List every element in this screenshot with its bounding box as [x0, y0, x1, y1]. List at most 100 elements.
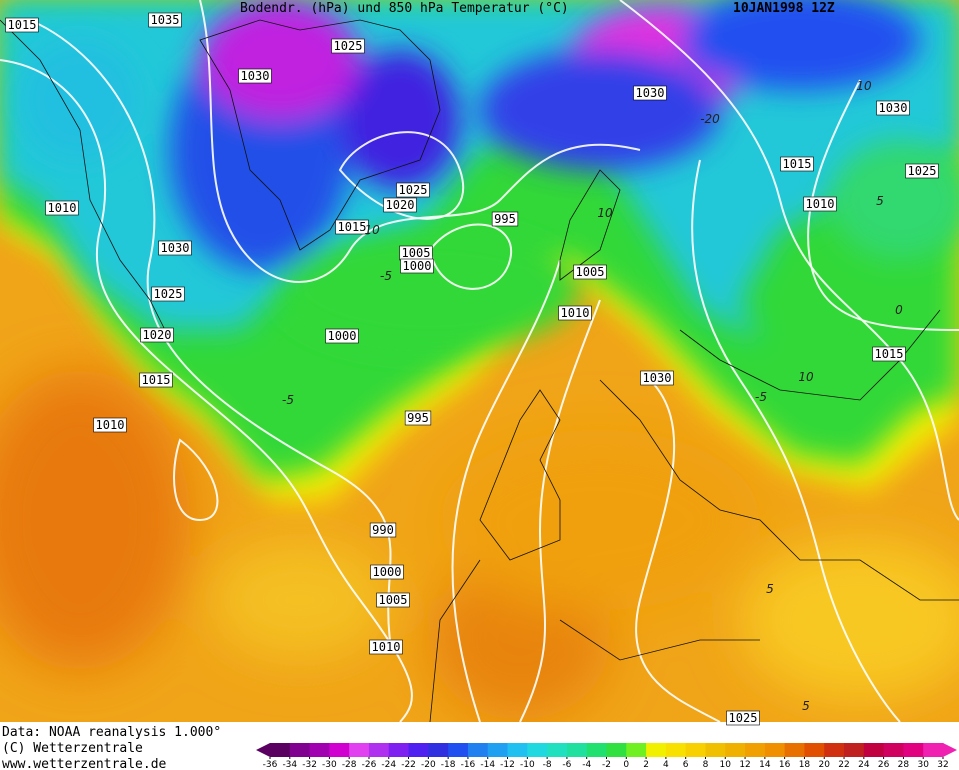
isobar-label-box — [376, 592, 410, 608]
colorbar-arrow-left — [256, 743, 270, 757]
colorbar-swatch — [487, 743, 509, 757]
isobar-label: 1015 — [783, 157, 812, 171]
colorbar-tick-label: 32 — [937, 760, 948, 770]
colorbar-swatch — [804, 743, 825, 757]
isobar-label: 1015 — [142, 373, 171, 387]
isobar-label: 1010 — [561, 306, 590, 320]
colorbar-tick-label: -8 — [543, 760, 552, 770]
isobar-label: 1035 — [151, 13, 180, 27]
isobar-label-box — [238, 68, 272, 84]
isobar-label-box — [335, 219, 369, 235]
isobar-label: 995 — [407, 411, 429, 425]
isobar-label: 1000 — [403, 259, 432, 273]
colorbar-tick-label: -32 — [302, 760, 317, 770]
isobar-label: 990 — [372, 523, 394, 537]
colorbar-swatch — [725, 743, 746, 757]
isobar-label-box — [158, 240, 192, 256]
isobar-label: 1000 — [373, 565, 402, 579]
isobar-label: 1005 — [379, 593, 408, 607]
isotherm-label: 5 — [766, 582, 774, 596]
colorbar: -36 -34 -32 -30 -28 -26 -24 -22 -20 -18 -16 -14 -12-… — [256, 743, 957, 770]
colorbar-swatch — [368, 743, 390, 757]
colorbar-tick-label: 10 — [720, 760, 732, 770]
colorbar-tick-label: -30 — [322, 760, 337, 770]
colorbar-swatch — [844, 743, 865, 757]
isobar-label-box — [872, 346, 906, 362]
colorbar-swatch — [923, 743, 944, 757]
colorbar-swatch — [764, 743, 786, 757]
isotherm-label: -5 — [282, 393, 294, 407]
isobar-label: 1010 — [96, 418, 125, 432]
colorbar-tick-label: 16 — [779, 760, 791, 770]
isobar-label: 1025 — [729, 711, 758, 725]
isobar-label-box — [803, 196, 837, 212]
map-date: 10JAN1998 12Z — [733, 1, 835, 16]
isobar-label-box — [400, 258, 434, 274]
isobar-label: 1005 — [576, 265, 605, 279]
isobar-label-box — [369, 522, 397, 538]
isobar-label-box — [140, 327, 174, 343]
isobar-label-box — [93, 417, 127, 433]
isobar-label-box — [148, 12, 182, 28]
isobar-label-box — [383, 197, 417, 213]
colorbar-tick-label: 6 — [683, 760, 689, 770]
isobar-label-box — [633, 85, 667, 101]
isobar-label: 1030 — [161, 241, 190, 255]
colorbar-tick-label: -6 — [562, 760, 571, 770]
colorbar-tick-label: 20 — [819, 760, 831, 770]
colorbar-swatch — [883, 743, 904, 757]
colorbar-swatch — [408, 743, 429, 757]
colorbar-swatch — [270, 743, 291, 757]
colorbar-swatch — [547, 743, 568, 757]
isobar-label-box — [151, 286, 185, 302]
isobar-label-box — [369, 639, 403, 655]
colorbar-tick-label: -28 — [342, 760, 357, 770]
isotherm-label: 10 — [798, 370, 814, 384]
isotherm-label: -5 — [380, 269, 392, 283]
colorbar-tick-label: -26 — [362, 760, 377, 770]
colorbar-swatch — [289, 743, 311, 757]
colorbar-tick-label: -10 — [520, 760, 535, 770]
colorbar-tick-label: 24 — [858, 760, 870, 770]
colorbar-swatch — [586, 743, 607, 757]
colorbar-swatch — [309, 743, 330, 757]
isobar-label: 1030 — [643, 371, 672, 385]
isobar-label: 1000 — [328, 329, 357, 343]
isobar-label-box — [325, 328, 359, 344]
isobar-label: 1025 — [908, 164, 937, 178]
colorbar-swatch — [507, 743, 528, 757]
isotherm-label: 10 — [856, 79, 872, 93]
colorbar-tick-label: -14 — [480, 760, 495, 770]
isotherm-label: 0 — [895, 303, 903, 317]
isobar-label-box — [573, 264, 607, 280]
colorbar-swatch — [467, 743, 489, 757]
colorbar-tick-label: 22 — [838, 760, 849, 770]
isobar-label: 1020 — [386, 198, 415, 212]
isobar-label: 1015 — [338, 220, 367, 234]
colorbar-swatch — [626, 743, 647, 757]
isobar-label: 1005 — [402, 246, 431, 260]
colorbar-swatch — [824, 743, 845, 757]
colorbar-tick-label: -2 — [602, 760, 611, 770]
colorbar-swatch — [428, 743, 449, 757]
isobar-label-box — [640, 370, 674, 386]
isobar-label-box — [139, 372, 173, 388]
isobar-label-box — [404, 410, 432, 426]
isotherm-label: 5 — [876, 194, 884, 208]
footer-url: www.wetterzentrale.de — [2, 757, 167, 770]
colorbar-swatch — [685, 743, 706, 757]
isotherm-label: -20 — [700, 112, 720, 126]
isobar-label: 1010 — [372, 640, 401, 654]
colorbar-tick-label: 18 — [799, 760, 811, 770]
colorbar-arrow-right — [943, 743, 957, 757]
colorbar-tick-label: -20 — [421, 760, 436, 770]
colorbar-tick-label: -34 — [282, 760, 297, 770]
colorbar-swatch — [646, 743, 667, 757]
colorbar-swatch — [745, 743, 766, 757]
colorbar-tick-label: 4 — [663, 760, 669, 770]
isobar-label-box — [726, 710, 760, 726]
colorbar-tick-label: 14 — [759, 760, 771, 770]
colorbar-swatch — [665, 743, 687, 757]
